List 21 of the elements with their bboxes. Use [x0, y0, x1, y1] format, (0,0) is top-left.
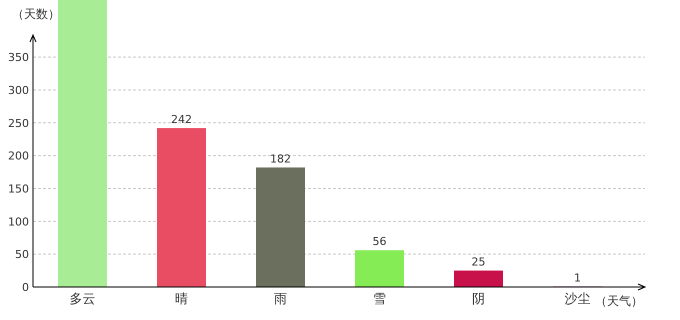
y-tick-label: 50	[15, 248, 29, 262]
data-label: 25	[472, 256, 486, 269]
y-tick-label: 100	[8, 215, 29, 228]
x-tick-label: 雨	[274, 292, 287, 307]
x-tick-label: 多云	[70, 292, 96, 307]
data-label: 56	[372, 235, 386, 248]
y-tick-label: 250	[8, 116, 29, 130]
y-tick-label: 0	[22, 281, 29, 294]
data-label: 1	[574, 271, 581, 284]
y-tick-label: 200	[8, 150, 29, 163]
y-tick-label: 150	[8, 182, 29, 196]
y-axis-title: （天数）	[12, 7, 60, 21]
x-tick-label: 雪	[373, 292, 386, 307]
data-label: 182	[270, 152, 291, 166]
x-tick-label: 晴	[175, 292, 188, 307]
data-label: 242	[171, 113, 192, 126]
x-tick-label: 阴	[472, 292, 485, 307]
x-tick-label: 沙尘	[564, 292, 590, 307]
y-tick-label: 300	[8, 84, 29, 97]
x-axis-title: （天气）	[595, 294, 643, 308]
y-tick-label: 350	[8, 51, 29, 64]
